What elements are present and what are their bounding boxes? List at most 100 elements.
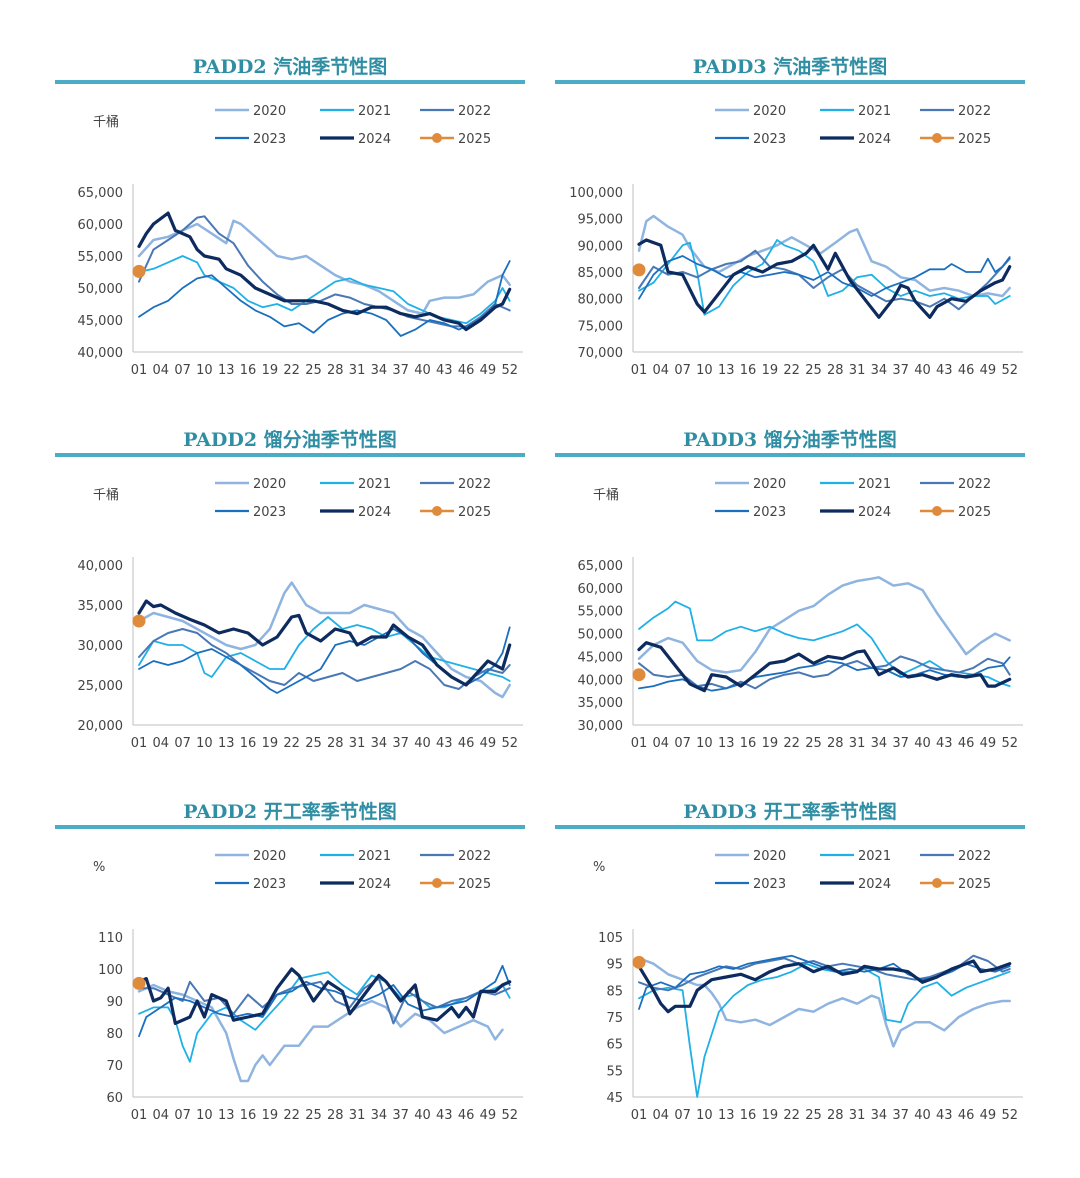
x-tick-label: 28: [827, 363, 844, 378]
y-tick-label: 50,000: [578, 628, 624, 643]
x-tick-label: 16: [240, 363, 257, 378]
plot-area: [632, 954, 1012, 1098]
legend-label: 2022: [458, 849, 491, 864]
chart-svg: % 60 70 80 90 100 110 01 04 07 10 13 16 19 22 25 28 31 34 3…: [93, 849, 523, 1123]
x-tick-label: 25: [305, 1108, 322, 1123]
legend-label: 2023: [753, 877, 786, 892]
x-tick-label: 22: [783, 736, 800, 751]
x-tick-label: 40: [414, 736, 431, 751]
legend-marker: [432, 133, 442, 143]
chart-title: PADD2 汽油季节性图: [192, 56, 388, 78]
chart-panel-padd2-utilization: PADD2 开工率季节性图 % 60 70 80 90 100 110 01 04 07 10 13 1…: [55, 797, 525, 1127]
y-tick-label: 90,000: [578, 239, 624, 254]
x-tick-label: 16: [740, 363, 757, 378]
x-tick-label: 40: [414, 1108, 431, 1123]
legend-label: 2025: [958, 505, 991, 520]
x-tick-label: 43: [436, 1108, 453, 1123]
x-tick-label: 01: [131, 1108, 148, 1123]
x-tick-label: 07: [174, 736, 191, 751]
x-axis: 01 04 07 10 13 16 19 22 25 28 31 34 37 40 43 46 49 52: [631, 736, 1018, 751]
legend-marker: [932, 506, 942, 516]
x-tick-label: 28: [327, 736, 344, 751]
y-tick-label: 40,000: [578, 673, 624, 688]
x-tick-label: 19: [762, 736, 779, 751]
x-tick-label: 46: [458, 363, 475, 378]
legend-label: 2020: [753, 477, 786, 492]
y-unit-label: 千桶: [93, 488, 119, 503]
x-tick-label: 40: [414, 363, 431, 378]
x-tick-label: 37: [892, 736, 909, 751]
chart-panel-padd3-utilization: PADD3 开工率季节性图 % 45 55 65 75 85 95 105 01 04 07 10 13…: [555, 797, 1025, 1127]
x-tick-label: 28: [327, 363, 344, 378]
x-tick-label: 16: [240, 1108, 257, 1123]
legend-label: 2020: [253, 849, 286, 864]
series-line-2020: [637, 214, 1011, 298]
chart-svg: 千桶 20,000 25,000 30,000 35,000 40,000 01 04 07 10…: [78, 477, 523, 751]
series-line-2023: [638, 255, 1011, 300]
legend: 2020 2021 2022 2023 2024 2025: [215, 104, 491, 147]
y-unit-label: %: [593, 860, 605, 875]
legend-label: 2022: [458, 104, 491, 119]
series-line-2024: [137, 211, 512, 332]
series-point-2025: [632, 955, 646, 969]
y-tick-label: 90: [106, 995, 123, 1010]
legend-label: 2024: [858, 132, 891, 147]
title-rule: [555, 453, 1025, 457]
legend-label: 2021: [358, 849, 391, 864]
x-axis: 01 04 07 10 13 16 19 22 25 28 31 34 37 40 43 46 49 52: [131, 363, 518, 378]
x-tick-label: 37: [392, 736, 409, 751]
x-axis: 01 04 07 10 13 16 19 22 25 28 31 34 37 40 43 46 49 52: [131, 1108, 518, 1123]
x-tick-label: 10: [196, 736, 213, 751]
plot-area: [132, 211, 512, 337]
legend-marker: [932, 133, 942, 143]
x-tick-label: 43: [936, 1108, 953, 1123]
y-unit-label: 千桶: [93, 115, 119, 130]
x-tick-label: 10: [696, 736, 713, 751]
legend-label: 2025: [958, 877, 991, 892]
series-line-2022: [638, 655, 1011, 690]
x-tick-label: 46: [458, 1108, 475, 1123]
chart-panel-padd3-gasoline: PADD3 汽油季节性图 70,000 75,000 80,000 85,000 90,…: [555, 52, 1025, 382]
legend-label: 2022: [958, 849, 991, 864]
legend-label: 2024: [358, 877, 391, 892]
x-tick-label: 16: [740, 736, 757, 751]
legend-label: 2023: [253, 505, 286, 520]
y-tick-label: 55,000: [78, 250, 124, 265]
legend-label: 2023: [753, 505, 786, 520]
series-line-2024: [637, 238, 1012, 319]
chart-panel-padd2-distillate: PADD2 馏分油季节性图 千桶 20,000 25,000 30,000 35,000…: [55, 425, 525, 755]
series-line-2024: [137, 599, 512, 687]
series-line-2021: [138, 616, 511, 682]
x-tick-label: 34: [371, 363, 388, 378]
x-tick-label: 49: [980, 736, 997, 751]
series-line-2024: [637, 959, 1012, 1014]
chart-title: PADD3 汽油季节性图: [692, 56, 888, 78]
series-line-2021: [138, 255, 511, 325]
x-tick-label: 22: [283, 363, 300, 378]
y-tick-label: 45,000: [578, 650, 624, 665]
x-tick-label: 34: [871, 363, 888, 378]
legend-label: 2023: [753, 132, 786, 147]
legend-marker: [932, 878, 942, 888]
x-tick-label: 31: [349, 363, 366, 378]
series-line-2024: [637, 641, 1012, 693]
x-tick-label: 07: [174, 1108, 191, 1123]
x-tick-label: 43: [436, 736, 453, 751]
x-tick-label: 52: [1001, 1108, 1018, 1123]
x-axis: 01 04 07 10 13 16 19 22 25 28 31 34 37 40 43 46 49 52: [631, 363, 1018, 378]
x-tick-label: 04: [153, 363, 170, 378]
x-tick-label: 19: [262, 363, 279, 378]
legend-label: 2024: [358, 505, 391, 520]
chart-title: PADD3 开工率季节性图: [683, 801, 897, 823]
x-tick-label: 16: [740, 1108, 757, 1123]
series-point-2025: [132, 264, 146, 278]
y-tick-label: 35,000: [78, 599, 124, 614]
x-tick-label: 25: [305, 363, 322, 378]
x-tick-label: 28: [827, 736, 844, 751]
x-tick-label: 07: [674, 736, 691, 751]
title-rule: [55, 825, 525, 829]
x-tick-label: 31: [349, 736, 366, 751]
x-tick-label: 13: [218, 736, 235, 751]
legend-label: 2025: [458, 505, 491, 520]
legend-marker: [432, 878, 442, 888]
